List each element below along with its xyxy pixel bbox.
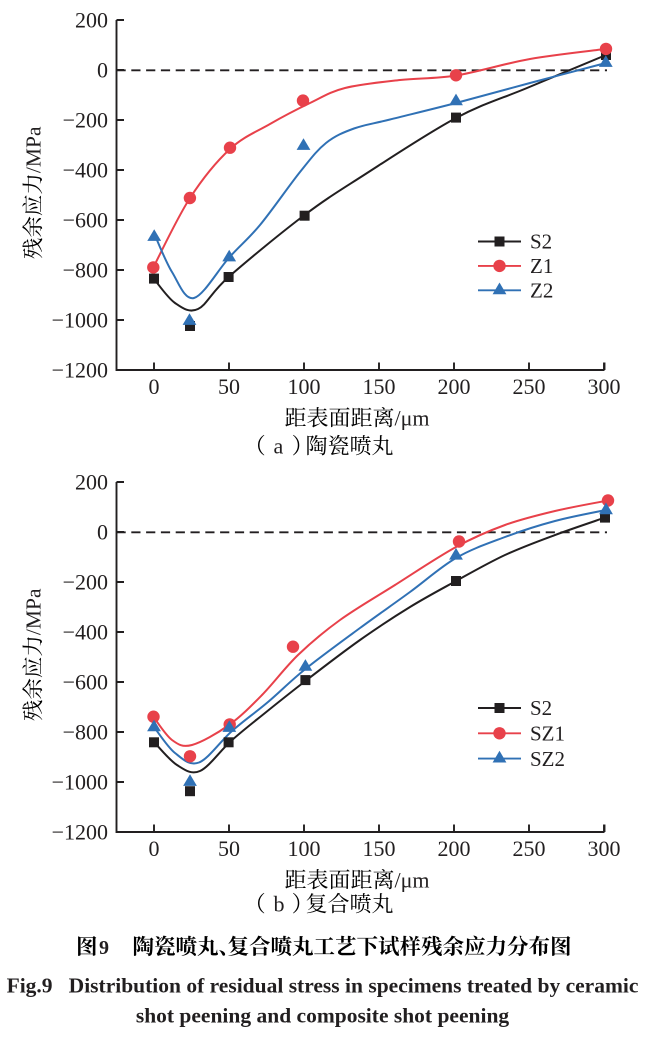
svg-text:shot peening and composite sho: shot peening and composite shot peening — [136, 1004, 510, 1028]
svg-text:SZ1: SZ1 — [530, 722, 565, 746]
svg-text:0: 0 — [149, 374, 160, 399]
svg-text:−1200: −1200 — [52, 819, 108, 844]
svg-text:−800: −800 — [63, 257, 108, 282]
svg-text:200: 200 — [438, 374, 471, 399]
svg-text:250: 250 — [513, 374, 546, 399]
svg-text:300: 300 — [588, 374, 621, 399]
svg-text:50: 50 — [218, 836, 240, 861]
svg-text:9: 9 — [99, 937, 109, 959]
svg-text:100: 100 — [288, 374, 321, 399]
svg-text:Z1: Z1 — [530, 254, 553, 278]
svg-text:0: 0 — [97, 57, 108, 82]
svg-text:SZ2: SZ2 — [530, 747, 565, 771]
svg-text:300: 300 — [588, 836, 621, 861]
svg-text:200: 200 — [438, 836, 471, 861]
svg-text:−1200: −1200 — [52, 357, 108, 382]
svg-text:200: 200 — [75, 469, 108, 494]
svg-text:−400: −400 — [63, 619, 108, 644]
svg-text:−200: −200 — [63, 569, 108, 594]
svg-text:Z2: Z2 — [530, 279, 553, 303]
svg-text:−600: −600 — [63, 207, 108, 232]
svg-text:150: 150 — [363, 374, 396, 399]
svg-text:−800: −800 — [63, 719, 108, 744]
svg-text:−1000: −1000 — [52, 307, 108, 332]
svg-text:−400: −400 — [63, 157, 108, 182]
svg-text:Fig.9 Distribution of residu: Fig.9 Distribution of residual stress in… — [7, 974, 639, 998]
svg-text:250: 250 — [513, 836, 546, 861]
svg-text:S2: S2 — [530, 230, 552, 254]
svg-text:50: 50 — [218, 374, 240, 399]
svg-text:−1000: −1000 — [52, 769, 108, 794]
svg-text:0: 0 — [97, 519, 108, 544]
svg-text:/MPa: /MPa — [22, 588, 46, 635]
svg-text:−600: −600 — [63, 669, 108, 694]
svg-text:200: 200 — [75, 7, 108, 32]
svg-text:S2: S2 — [530, 696, 552, 720]
svg-text:/μm: /μm — [395, 868, 430, 893]
svg-text:150: 150 — [363, 836, 396, 861]
svg-text:b: b — [274, 892, 285, 917]
svg-text:−200: −200 — [63, 107, 108, 132]
svg-text:100: 100 — [288, 836, 321, 861]
svg-text:a: a — [274, 434, 284, 459]
svg-text:0: 0 — [149, 836, 160, 861]
svg-text:/MPa: /MPa — [22, 126, 46, 173]
svg-text:/μm: /μm — [395, 406, 430, 431]
